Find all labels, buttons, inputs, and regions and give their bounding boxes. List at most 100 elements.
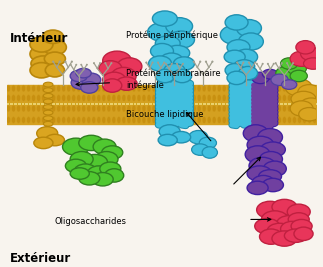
Ellipse shape [43,105,53,109]
Ellipse shape [151,44,173,59]
Ellipse shape [292,62,294,64]
Ellipse shape [93,62,95,64]
Ellipse shape [187,85,191,92]
Ellipse shape [63,138,89,155]
Ellipse shape [58,61,61,63]
Ellipse shape [247,95,251,101]
Ellipse shape [70,168,89,179]
Ellipse shape [42,30,64,44]
Text: Intérieur: Intérieur [10,32,68,45]
Ellipse shape [72,117,76,123]
Ellipse shape [252,117,256,123]
Ellipse shape [182,63,184,65]
Ellipse shape [272,199,297,215]
Ellipse shape [12,85,16,92]
Ellipse shape [82,73,101,87]
Ellipse shape [263,95,266,101]
Ellipse shape [43,116,53,121]
Ellipse shape [261,211,288,228]
Ellipse shape [307,85,311,92]
Ellipse shape [102,117,106,123]
Ellipse shape [27,85,30,92]
Ellipse shape [172,117,176,123]
Ellipse shape [103,79,122,92]
Ellipse shape [207,117,211,123]
Ellipse shape [171,63,173,65]
Ellipse shape [22,95,26,101]
Ellipse shape [149,56,172,71]
Ellipse shape [189,131,208,144]
Ellipse shape [116,77,137,90]
Ellipse shape [32,117,36,123]
Ellipse shape [147,85,151,92]
Ellipse shape [99,61,122,76]
Ellipse shape [187,105,191,112]
Ellipse shape [288,213,309,226]
Ellipse shape [172,95,176,101]
Ellipse shape [31,56,56,71]
Ellipse shape [67,117,71,123]
Ellipse shape [117,105,121,112]
Ellipse shape [234,60,255,73]
Ellipse shape [202,147,217,158]
Ellipse shape [247,166,272,181]
Ellipse shape [257,117,261,123]
Ellipse shape [164,64,185,77]
Ellipse shape [303,95,307,101]
Ellipse shape [27,95,30,101]
Ellipse shape [16,105,20,112]
Ellipse shape [80,64,82,66]
Ellipse shape [263,117,266,123]
Ellipse shape [47,105,50,112]
Ellipse shape [197,105,201,112]
Ellipse shape [6,117,10,123]
Ellipse shape [236,61,238,64]
Ellipse shape [117,95,121,101]
Ellipse shape [155,36,180,51]
Ellipse shape [111,67,136,85]
Ellipse shape [286,62,288,64]
Ellipse shape [92,95,96,101]
Ellipse shape [262,178,283,192]
Ellipse shape [285,79,312,96]
Ellipse shape [88,166,110,181]
Ellipse shape [92,172,113,186]
Ellipse shape [290,51,313,66]
Ellipse shape [159,125,180,138]
Ellipse shape [281,221,304,237]
Ellipse shape [142,85,146,92]
Ellipse shape [277,95,281,101]
Ellipse shape [257,95,261,101]
Ellipse shape [67,105,71,112]
Ellipse shape [182,95,186,101]
Ellipse shape [267,105,271,112]
Ellipse shape [22,117,26,123]
Ellipse shape [22,105,26,112]
Ellipse shape [47,117,50,123]
Ellipse shape [165,45,190,61]
Ellipse shape [212,85,216,92]
Ellipse shape [212,95,216,101]
Ellipse shape [102,105,106,112]
Ellipse shape [117,58,142,75]
Ellipse shape [307,105,311,112]
Ellipse shape [127,105,131,112]
Ellipse shape [252,175,275,191]
Ellipse shape [105,169,124,182]
Ellipse shape [137,117,141,123]
Ellipse shape [291,219,312,233]
Ellipse shape [254,61,256,64]
Ellipse shape [104,62,106,64]
Ellipse shape [79,135,104,151]
Ellipse shape [107,95,111,101]
Ellipse shape [147,105,151,112]
Ellipse shape [6,105,10,112]
Ellipse shape [232,85,236,92]
Ellipse shape [100,162,121,175]
Ellipse shape [147,95,151,101]
Ellipse shape [74,164,97,179]
Ellipse shape [27,105,30,112]
Ellipse shape [72,85,76,92]
Ellipse shape [313,85,317,92]
Ellipse shape [238,33,263,50]
